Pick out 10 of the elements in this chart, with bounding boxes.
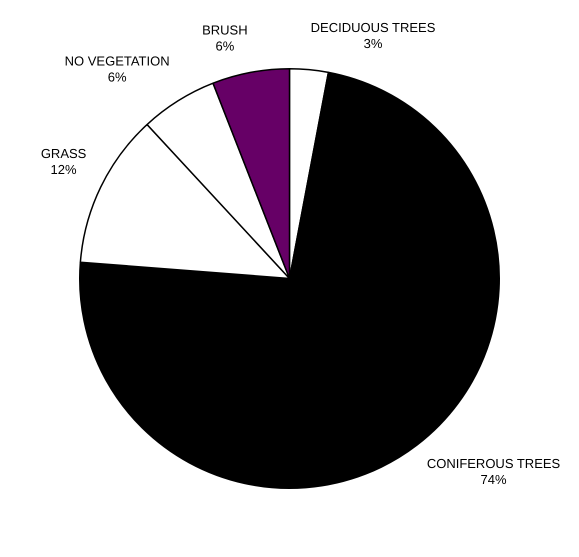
data-label: 3%: [364, 36, 383, 51]
slice-label: CONIFEROUS TREES: [426, 456, 561, 471]
slice-label: BRUSH: [202, 22, 248, 38]
slice-label: DECIDUOUS TREES: [310, 20, 436, 35]
data-label: 74%: [480, 472, 507, 487]
data-label: 12%: [50, 162, 78, 178]
slice-label: NO VEGETATION: [64, 53, 170, 68]
data-label: 6%: [215, 38, 235, 54]
data-label: 6%: [108, 69, 127, 84]
slice-label: GRASS: [40, 146, 87, 162]
